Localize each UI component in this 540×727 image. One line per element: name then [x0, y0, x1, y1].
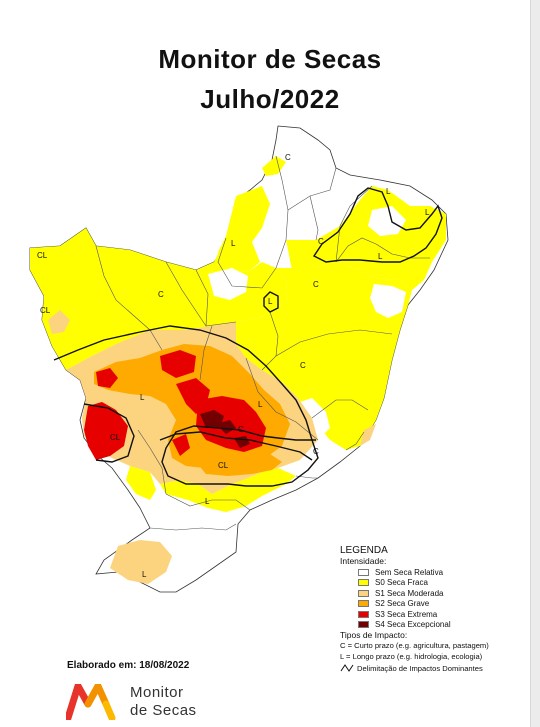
legend-item-label: S4 Seca Excepcional [375, 620, 451, 630]
map-label: L [231, 239, 236, 248]
legend-swatch [358, 610, 369, 618]
legend-item-label: Sem Seca Relativa [375, 567, 444, 577]
map-label: C [158, 290, 164, 299]
monitor-de-secas-logo-icon [66, 684, 116, 720]
brand-name: Monitor de Secas [130, 684, 197, 720]
legend-item-label: S3 Seca Extrema [375, 609, 438, 619]
credit-date: Elaborado em: 18/08/2022 [67, 660, 190, 671]
map-label: CL [37, 251, 48, 260]
state-borders [95, 155, 430, 531]
legend-item-label: S1 Seca Moderada [375, 588, 444, 598]
map-subtitle: Julho/2022 [200, 84, 340, 114]
map-title: Monitor de Secas [158, 44, 382, 74]
map-label: C [300, 361, 306, 370]
s0-areas [30, 156, 446, 512]
legend-heading: LEGENDA [340, 545, 388, 556]
brand-line-1: Monitor [130, 684, 184, 701]
legend-item-label: S2 Seca Grave [375, 599, 430, 609]
map-label: C [313, 447, 319, 456]
map-label: CL [110, 433, 121, 442]
map-label: L [386, 187, 391, 196]
map-label: L [142, 570, 147, 579]
legend-item: Sem Seca Relativa [340, 567, 530, 578]
impact-boundaries [53, 187, 443, 487]
legend-item: S4 Seca Excepcional [340, 620, 530, 631]
legend-swatch [358, 579, 369, 587]
legend-intensity-title: Intensidade: [340, 556, 387, 566]
map-label: L [258, 400, 263, 409]
map-label: C [313, 280, 319, 289]
map-label: L [140, 393, 145, 402]
map-label: L [205, 497, 210, 506]
legend: LEGENDA Intensidade: Sem Seca Relativa S… [340, 545, 530, 674]
legend-swatch [358, 568, 369, 576]
legend-impact-long: L = Longo prazo (e.g. hidrologia, ecolog… [340, 651, 483, 661]
page-edge [530, 0, 540, 727]
map-label: L [378, 252, 383, 261]
legend-impact-short: C = Curto prazo (e.g. agricultura, pasta… [340, 641, 489, 650]
map-label: C [318, 237, 324, 246]
legend-item-label: S0 Seca Fraca [375, 578, 428, 588]
map-label: CL [218, 461, 229, 470]
boundary-line-icon [340, 664, 354, 672]
legend-swatch [358, 621, 369, 629]
map-label: CL [40, 306, 51, 315]
legend-swatch [358, 589, 369, 597]
map-label: C [285, 153, 291, 162]
legend-impact-title: Tipos de Impacto: [340, 630, 408, 640]
map-label: L [425, 208, 430, 217]
legend-boundary-label: Delimitação de Impactos Dominantes [357, 663, 483, 673]
map-label: L [268, 297, 273, 306]
legend-item: S1 Seca Moderada [340, 588, 530, 599]
legend-swatch [358, 600, 369, 608]
map-labels: C L L L CL CL C C L C C L C L CL CL L C … [37, 153, 430, 579]
legend-boundary: Delimitação de Impactos Dominantes [340, 662, 530, 674]
brand-line-2: de Secas [130, 702, 197, 719]
map-label: C [238, 425, 244, 434]
drought-map: C L L L CL CL C C L C C L C L CL CL L C … [29, 125, 449, 593]
legend-item: S0 Seca Fraca [340, 578, 530, 589]
legend-item: S3 Seca Extrema [340, 609, 530, 620]
legend-item: S2 Seca Grave [340, 599, 530, 610]
